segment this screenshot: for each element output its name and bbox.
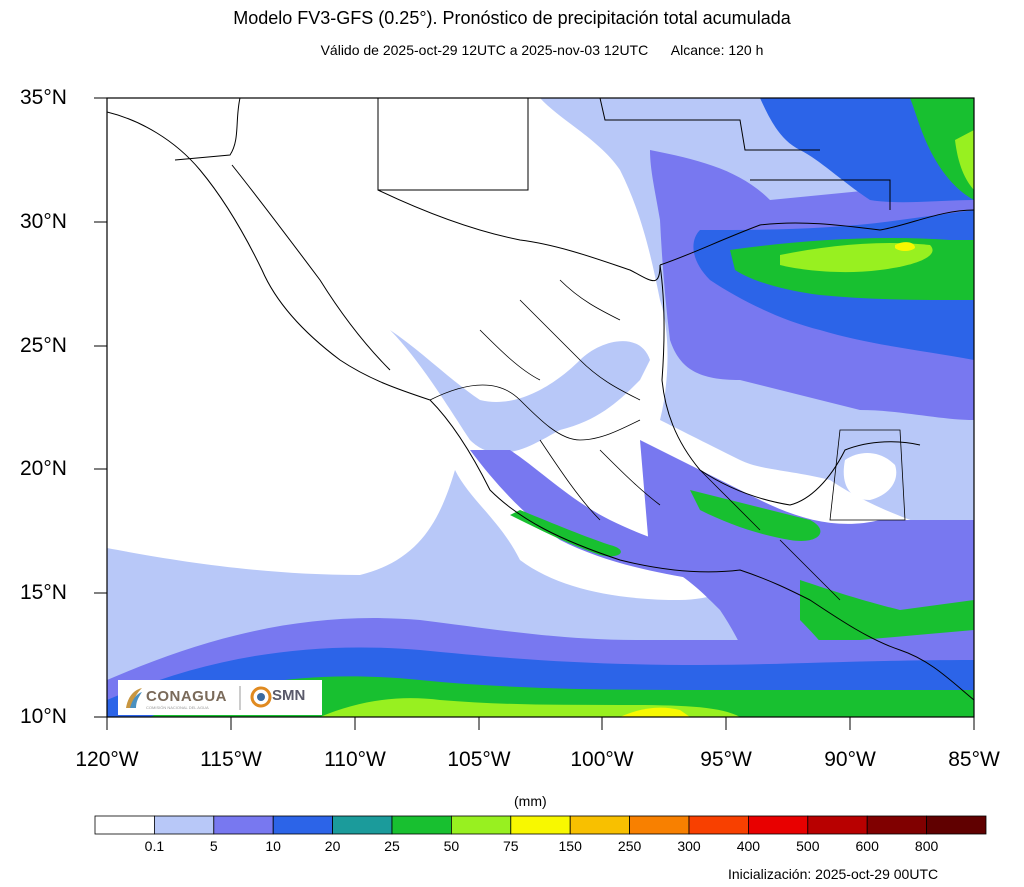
colorbar-swatch bbox=[153, 815, 215, 835]
colorbar-swatch bbox=[94, 815, 155, 835]
colorbar-swatch bbox=[391, 815, 452, 835]
colorbar-label: 300 bbox=[677, 838, 701, 854]
central-america-green-precip bbox=[690, 490, 821, 541]
colorbar-label: 50 bbox=[443, 838, 460, 854]
colorbar-swatch bbox=[807, 815, 868, 835]
itcz-yellow-precip bbox=[620, 707, 690, 717]
lat-label-30: 30°N bbox=[20, 210, 67, 233]
colorbar-label: 0.1 bbox=[144, 838, 165, 854]
us-green-precip bbox=[910, 98, 974, 200]
logo-panel: CONAGUA COMISIÓN NACIONAL DEL AGUA SMN bbox=[118, 680, 322, 715]
colorbar-label: 400 bbox=[736, 838, 761, 854]
map-title: Modelo FV3-GFS (0.25°). Pronóstico de pr… bbox=[233, 8, 791, 28]
lon-label-85w: 85°W bbox=[948, 748, 1000, 771]
colorbar-swatch bbox=[569, 815, 631, 835]
colorbar-label: 75 bbox=[503, 838, 519, 854]
lon-label-105w: 105°W bbox=[447, 748, 511, 771]
colorbar-swatch bbox=[748, 815, 809, 835]
colorbar-label: 500 bbox=[796, 838, 820, 854]
coastlines bbox=[107, 98, 974, 701]
colorbar-swatch bbox=[688, 815, 749, 835]
colorbar-swatch bbox=[866, 815, 928, 835]
lon-label-95w: 95°W bbox=[700, 748, 752, 771]
initialization-time: Inicialización: 2025-oct-29 00UTC bbox=[728, 866, 939, 882]
conagua-logo-subtext: COMISIÓN NACIONAL DEL AGUA bbox=[146, 705, 209, 710]
colorbar-label: 10 bbox=[265, 838, 281, 854]
lat-label-10: 10°N bbox=[20, 705, 67, 728]
colorbar bbox=[94, 815, 987, 835]
gulf-yellow-precip bbox=[895, 242, 915, 251]
lon-label-120w: 120°W bbox=[75, 748, 139, 771]
colorbar-units: (mm) bbox=[514, 793, 547, 809]
conagua-logo-icon bbox=[126, 686, 272, 710]
lon-label-115w: 115°W bbox=[200, 748, 262, 771]
coastal-light-precip bbox=[390, 330, 650, 453]
colorbar-swatch bbox=[629, 815, 690, 835]
colorbar-swatch bbox=[926, 815, 987, 835]
colorbar-label: 25 bbox=[384, 838, 400, 854]
colorbar-swatch bbox=[213, 815, 274, 835]
yucatan-white bbox=[843, 453, 897, 500]
gulf-yellowgreen-precip bbox=[780, 243, 933, 273]
lat-label-25: 25°N bbox=[20, 334, 67, 357]
pacific-coast-green-precip bbox=[510, 510, 621, 557]
colorbar-swatch bbox=[450, 815, 512, 835]
colorbar-label: 800 bbox=[914, 838, 939, 854]
us-yellowgreen-precip bbox=[955, 130, 974, 190]
map-subtitle: Válido de 2025-oct-29 12UTC a 2025-nov-0… bbox=[320, 42, 764, 58]
colorbar-swatch bbox=[510, 815, 571, 835]
smn-logo-text: SMN bbox=[272, 687, 306, 704]
colorbar-label: 20 bbox=[324, 838, 341, 854]
lon-label-90w: 90°W bbox=[824, 748, 876, 771]
lat-label-15: 15°N bbox=[20, 581, 67, 604]
axis-ticks bbox=[94, 97, 975, 730]
colorbar-label: 150 bbox=[558, 838, 582, 854]
map-frame bbox=[106, 97, 975, 718]
lon-label-100w: 100°W bbox=[570, 748, 634, 771]
lon-label-110w: 110°W bbox=[324, 748, 386, 771]
colorbar-swatch bbox=[272, 815, 334, 835]
pacific-coast-blue-precip bbox=[470, 450, 724, 580]
colorbar-label: 5 bbox=[209, 838, 218, 854]
colorbar-label: 250 bbox=[617, 838, 642, 854]
colorbar-swatch bbox=[332, 815, 393, 835]
colorbar-label: 600 bbox=[855, 838, 879, 854]
lat-label-35: 35°N bbox=[20, 86, 67, 109]
state-borders bbox=[429, 279, 906, 601]
conagua-logo-text: CONAGUA bbox=[146, 688, 227, 705]
lat-label-20: 20°N bbox=[20, 457, 67, 480]
